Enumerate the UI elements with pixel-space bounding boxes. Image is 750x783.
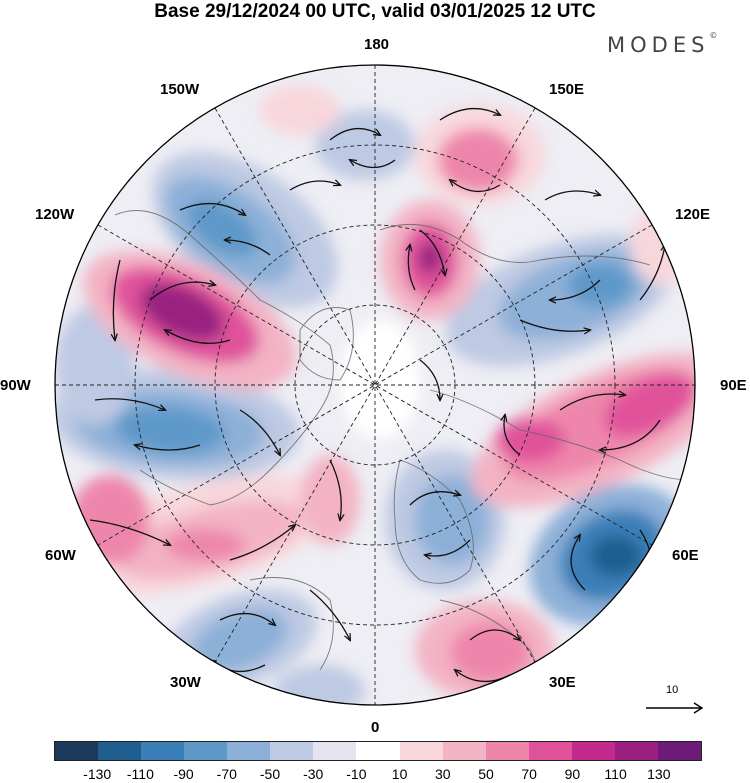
colorbar-ticks: -130 -110 -90 -70 -50 -30 -10 10 30 50 70 90 110 130 xyxy=(0,766,750,783)
colorbar-segment xyxy=(399,742,443,760)
colorbar-segment xyxy=(485,742,529,760)
colorbar-segment xyxy=(184,742,228,760)
polar-map xyxy=(54,64,696,706)
wind-arrows xyxy=(89,107,665,682)
reference-vector-value: 10 xyxy=(666,684,679,696)
lon-label-120e: 120E xyxy=(675,206,711,223)
lon-label-0: 0 xyxy=(371,719,380,736)
colorbar-segment xyxy=(571,742,615,760)
lon-label-180: 180 xyxy=(364,36,390,53)
colorbar-segment xyxy=(313,742,357,760)
colorbar-tick-label: 50 xyxy=(478,766,494,782)
brand-name: MODES xyxy=(607,33,710,57)
lon-label-90e: 90E xyxy=(720,377,747,394)
colorbar-tick-label: 90 xyxy=(564,766,581,782)
lon-label-90w: 90W xyxy=(0,377,31,394)
lon-label-150e: 150E xyxy=(549,81,585,98)
colorbar-segment xyxy=(141,742,185,760)
lon-label-150w: 150W xyxy=(160,81,200,98)
colorbar-tick-label: 10 xyxy=(391,766,408,782)
colorbar-tick-label: -30 xyxy=(303,766,324,782)
colorbar xyxy=(54,741,702,761)
colorbar-tick-label: -130 xyxy=(83,766,112,782)
graticule xyxy=(55,65,695,705)
colorbar-tick-label: -90 xyxy=(173,766,194,782)
colorbar-segment xyxy=(442,742,486,760)
colorbar-segment xyxy=(356,742,400,760)
colorbar-tick-label: 70 xyxy=(521,766,537,782)
colorbar-tick-label: 30 xyxy=(435,766,451,782)
colorbar-tick-label: 110 xyxy=(604,766,627,782)
colorbar-segment xyxy=(528,742,572,760)
colorbar-tick-label: -110 xyxy=(126,766,154,782)
colorbar-tick-label: -10 xyxy=(346,766,367,782)
colorbar-segment xyxy=(270,742,314,760)
colorbar-segment xyxy=(55,742,99,760)
anomaly-field xyxy=(55,65,695,705)
brand-logo: MODES© xyxy=(607,31,718,57)
copyright-mark: © xyxy=(709,31,718,40)
lon-label-120w: 120W xyxy=(35,206,75,223)
colorbar-segment xyxy=(657,742,701,760)
colorbar-tick-label: 130 xyxy=(647,766,671,782)
colorbar-segment xyxy=(614,742,658,760)
lon-label-60w: 60W xyxy=(45,547,76,564)
colorbar-tick-label: -50 xyxy=(259,766,281,782)
lon-label-30e: 30E xyxy=(549,674,576,691)
map-title: Base 29/12/2024 00 UTC, valid 03/01/2025… xyxy=(154,1,596,22)
colorbar-tick-label: -70 xyxy=(216,766,237,782)
colorbar-segment xyxy=(98,742,142,760)
lon-label-60e: 60E xyxy=(672,547,699,564)
colorbar-segment xyxy=(227,742,271,760)
lon-label-30w: 30W xyxy=(170,674,201,691)
reference-arrow-icon xyxy=(646,702,704,714)
